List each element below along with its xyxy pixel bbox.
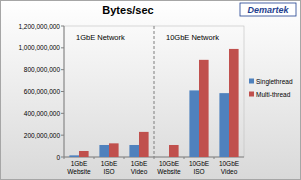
y-tick-label: 0 xyxy=(56,154,60,161)
y-tick-label: 1,000,000,000 xyxy=(18,44,60,51)
y-tick-label: 1,200,000,000 xyxy=(18,23,60,30)
bar xyxy=(129,145,139,157)
bar xyxy=(79,151,89,157)
title: Bytes/sec xyxy=(102,4,153,16)
legend-swatch xyxy=(249,79,254,84)
bar xyxy=(229,49,239,157)
bar xyxy=(169,145,179,157)
annotation: 10GbE Network xyxy=(166,33,219,42)
x-tick-label: 10GbEISO xyxy=(189,160,210,175)
legend-label: Multi-thread xyxy=(256,91,291,98)
logo: Demartek xyxy=(247,5,289,15)
y-axis xyxy=(64,26,65,157)
logo-box xyxy=(240,3,296,16)
bar xyxy=(99,145,109,157)
legend-swatch xyxy=(249,92,254,97)
bar xyxy=(219,93,229,157)
x-tick xyxy=(94,157,95,159)
y-tick-label: 200,000,000 xyxy=(24,132,61,139)
plot-frame xyxy=(64,26,244,157)
chart: Bytes/sec Demartek 0 200,000,000 400,000,000… xyxy=(0,0,301,180)
x-tick-label: 1GbEWebsite xyxy=(67,160,91,175)
divider xyxy=(154,26,155,157)
y-tick-label: 400,000,000 xyxy=(24,110,61,117)
annotation: 1GbE Network xyxy=(76,33,125,42)
x-tick-label: 1GbEISO xyxy=(101,160,118,175)
bar xyxy=(199,60,209,157)
x-tick-label: 10GbEVideo xyxy=(219,160,240,175)
y-tick-label: 800,000,000 xyxy=(24,66,61,73)
legend-label: Singlethread xyxy=(256,78,293,86)
y-tick-label: 600,000,000 xyxy=(24,88,61,95)
bar xyxy=(69,155,79,157)
x-tick xyxy=(184,157,185,159)
bar xyxy=(189,90,199,157)
x-tick xyxy=(214,157,215,159)
x-tick-label: 10GbEWebsite xyxy=(157,160,181,175)
bar xyxy=(109,143,119,157)
bar xyxy=(139,132,149,157)
x-tick xyxy=(124,157,125,159)
x-tick-label: 1GbEVideo xyxy=(131,160,148,175)
x-tick xyxy=(64,157,65,159)
x-tick xyxy=(154,157,155,159)
background xyxy=(1,1,301,180)
